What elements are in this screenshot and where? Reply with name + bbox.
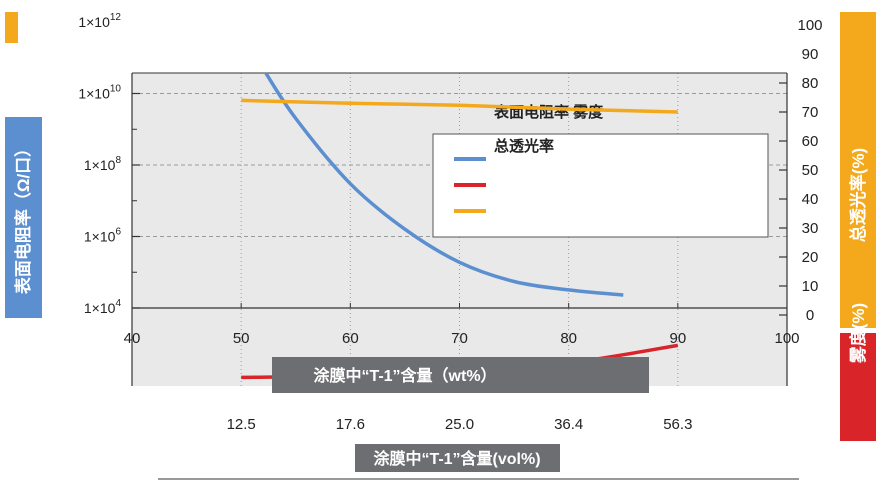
- series-line-orange: [241, 98, 678, 114]
- wt-axis-ticks: 40 50 60 70 80 90 100: [124, 303, 800, 347]
- right-axis-tick-label: 70: [802, 104, 819, 121]
- left-axis-tick-label: 1×108: [84, 155, 122, 173]
- left-axis-tick-label: 1×1012: [78, 12, 121, 30]
- wt-axis-tick-label: 70: [451, 330, 468, 347]
- wt-axis-tick-label: 90: [669, 330, 686, 347]
- right-axis-tick-label: 100: [797, 17, 822, 34]
- right-axis-tick-label: 50: [802, 162, 819, 179]
- vol-axis-tick-label: 25.0: [445, 416, 474, 433]
- legend-title: 总透光率: [494, 137, 554, 155]
- legend-box: [432, 133, 769, 238]
- right-axis-tick-label: 20: [802, 249, 819, 266]
- right-axis-tick-label: 30: [802, 220, 819, 237]
- right-axis-transmittance-label: 总透光率(%): [848, 148, 868, 242]
- vol-axis-label-box: [355, 444, 560, 472]
- vol-axis-label: 涂膜中“T-1”含量(vol%): [373, 449, 540, 468]
- right-axis-tick-label: 60: [802, 133, 819, 150]
- right-axis-tick-label: 0: [806, 307, 814, 324]
- wt-axis-label: 涂膜中“T-1”含量（wt%）: [313, 366, 496, 385]
- right-axis-ticks: 0 10 20 30 40 50 60 70 80 90 100: [779, 17, 823, 324]
- right-axis-tick-label: 80: [802, 75, 819, 92]
- vol-axis-ticks: 12.5 17.6 25.0 36.4 56.3: [227, 416, 693, 433]
- left-axis-tick-label: 1×106: [84, 227, 122, 245]
- right-axis-tick-label: 40: [802, 191, 819, 208]
- vol-axis-tick-label: 12.5: [227, 416, 256, 433]
- left-axis-label: 表面电阻率（Ω/口）: [13, 140, 33, 294]
- vol-axis-tick-label: 56.3: [663, 416, 692, 433]
- left-axis-tick-label: 1×1010: [78, 84, 121, 102]
- right-axis-transmittance-bg: [840, 12, 876, 328]
- wt-axis-tick-label: 100: [774, 330, 799, 347]
- left-axis-ticks: 1×104 1×106 1×108 1×1010 1×1012: [78, 12, 140, 316]
- right-axis-tick-label: 90: [802, 46, 819, 63]
- right-axis-haze-bg: [840, 333, 876, 441]
- wt-axis-tick-label: 80: [560, 330, 577, 347]
- left-axis-tick-label: 1×104: [84, 298, 122, 316]
- right-axis-tick-label: 10: [802, 278, 819, 295]
- series-line-blue: [263, 73, 624, 297]
- vol-axis-tick-label: 36.4: [554, 416, 583, 433]
- wt-axis-tick-label: 50: [233, 330, 250, 347]
- wt-axis-tick-label: 40: [124, 330, 141, 347]
- wt-axis-tick-label: 60: [342, 330, 359, 347]
- left-axis-label-bg: [5, 117, 42, 318]
- right-axis-haze-label: 雾度(%): [848, 303, 868, 364]
- vol-axis-tick-label: 17.6: [336, 416, 365, 433]
- orange-accent-block: [5, 12, 18, 43]
- wt-axis-label-box: [272, 357, 649, 393]
